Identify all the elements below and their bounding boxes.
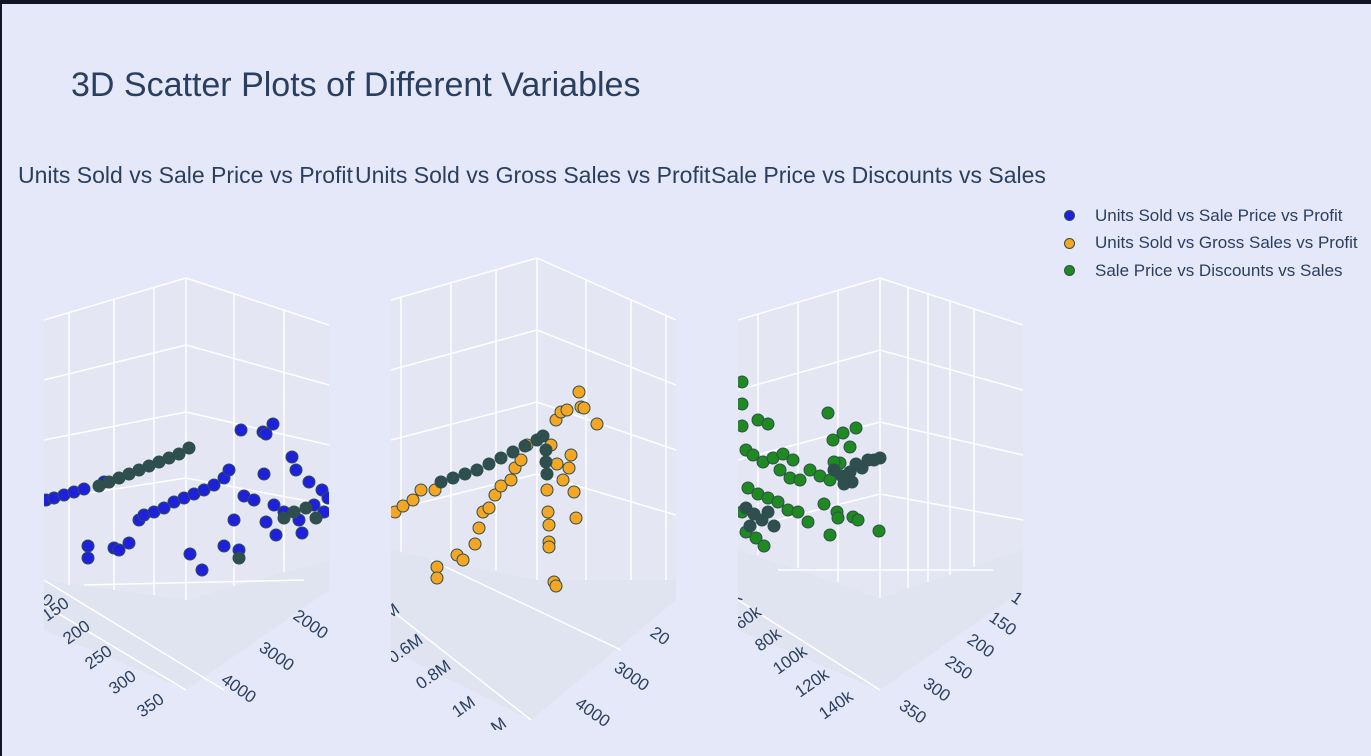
legend: Units Sold vs Sale Price vs Profit Units…: [1060, 202, 1358, 285]
scene-units-gross-profit[interactable]: M 0.6M 0.8M 1M M 20 3000 4000: [391, 250, 676, 730]
legend-label: Sale Price vs Discounts vs Sales: [1095, 260, 1343, 280]
legend-marker-icon: [1064, 237, 1075, 249]
legend-item-2[interactable]: Units Sold vs Gross Sales vs Profit: [1060, 230, 1358, 258]
window-left-border: [0, 0, 2, 756]
y-tick-label: 4000: [218, 670, 260, 707]
window-top-border: [0, 0, 1371, 4]
x-tick-label: M: [391, 600, 403, 624]
legend-marker-icon: [1064, 265, 1075, 277]
chart-title: 3D Scatter Plots of Different Variables: [71, 66, 641, 104]
legend-item-3[interactable]: Sale Price vs Discounts vs Sales: [1060, 257, 1358, 285]
y-tick-label: 3000: [611, 658, 653, 695]
x-tick-label: 140k: [815, 686, 857, 723]
y-tick-label: 2000: [290, 606, 329, 643]
x-tick-label: 350: [133, 689, 167, 721]
y-tick-label: 20: [647, 623, 673, 649]
subplot-title-2: Units Sold vs Gross Sales vs Profit: [355, 162, 711, 188]
y-tick-label: 250: [942, 652, 976, 684]
y-tick-label: 350: [896, 696, 930, 728]
x-tick-label: M: [487, 714, 510, 730]
y-tick-label: 3000: [256, 638, 298, 675]
legend-item-1[interactable]: Units Sold vs Sale Price vs Profit: [1060, 202, 1358, 230]
subplot-title-1: Units Sold vs Sale Price vs Profit: [18, 162, 353, 188]
legend-label: Units Sold vs Sale Price vs Profit: [1095, 205, 1343, 225]
x-tick-label: 300: [105, 666, 139, 698]
y-tick-label: 200: [964, 630, 998, 662]
y-tick-label: 4000: [572, 694, 614, 730]
legend-label: Units Sold vs Gross Sales vs Profit: [1095, 233, 1358, 253]
subplot-title-3: Sale Price vs Discounts vs Sales: [711, 162, 1046, 188]
y-tick-label: 300: [920, 674, 954, 706]
scene-price-discounts-sales[interactable]: k 60k 80k 100k 120k 140k 1 150 200 250 3…: [738, 250, 1023, 730]
scene-units-price-profit[interactable]: 0 150 200 250 300 350 2000 3000 4000: [44, 250, 329, 730]
x-tick-label: 1M: [448, 692, 478, 721]
x-tick-label: 120k: [791, 664, 833, 701]
legend-marker-icon: [1064, 210, 1075, 222]
